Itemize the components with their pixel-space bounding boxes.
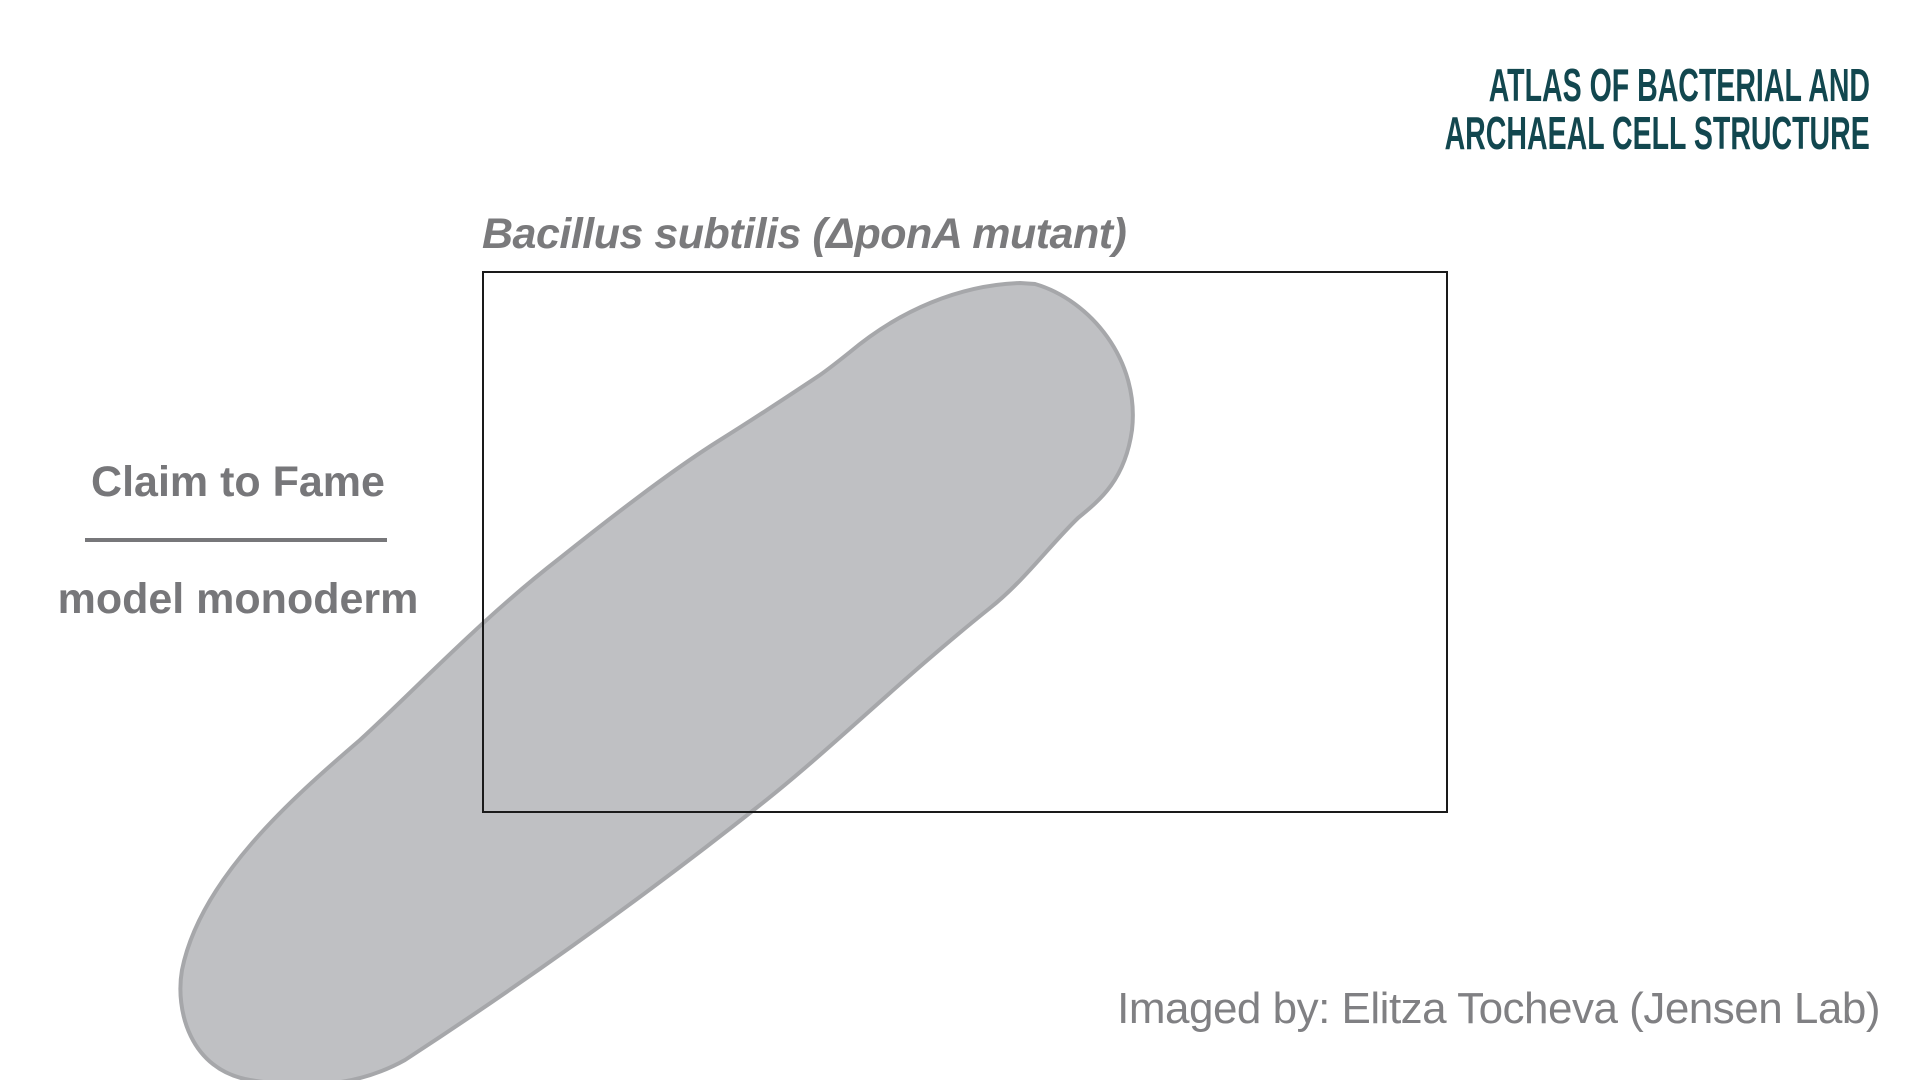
claim-to-fame-value: model monoderm (57, 575, 419, 623)
claim-to-fame-heading: Claim to Fame (91, 458, 385, 506)
atlas-logo: ATLAS OF BACTERIAL AND ARCHAEAL CELL STR… (1445, 58, 1880, 159)
species-title: Bacillus subtilis (ΔponA mutant) (482, 210, 1127, 258)
image-frame (482, 271, 1448, 813)
imaging-credit: Imaged by: Elitza Tocheva (Jensen Lab) (1117, 984, 1880, 1033)
claim-divider (85, 538, 387, 542)
logo-line-1: ATLAS OF BACTERIAL AND (1488, 59, 1870, 111)
logo-line-2: ARCHAEAL CELL STRUCTURE (1444, 107, 1870, 159)
